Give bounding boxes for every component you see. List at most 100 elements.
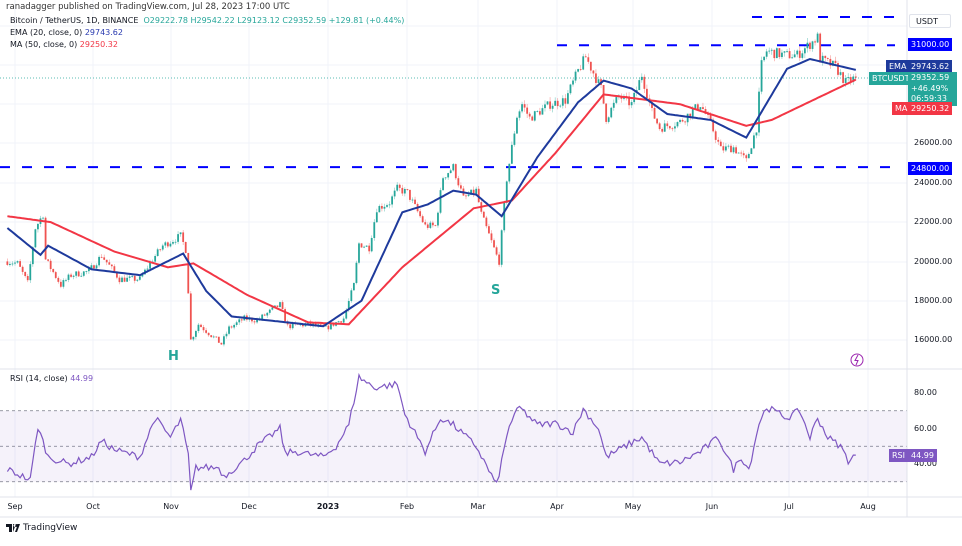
candle-body [786, 51, 788, 52]
price-tick: 24000.00 [914, 178, 953, 187]
candle-body [77, 271, 80, 277]
candle-body [200, 324, 202, 328]
candle-body [816, 33, 819, 43]
candle-body [510, 144, 513, 164]
candle-body [16, 261, 19, 263]
candle-body [704, 109, 707, 114]
candle-body [577, 69, 580, 72]
time-label: May [624, 502, 642, 511]
candle-body [24, 271, 27, 277]
candle-body [824, 55, 827, 59]
candle-body [740, 152, 743, 154]
candle-body [225, 333, 228, 337]
time-label: Oct [86, 502, 100, 511]
candle-body [347, 300, 350, 310]
candle-body [679, 119, 681, 123]
candle-body [551, 105, 554, 109]
candle-body [666, 123, 669, 127]
candle-body [263, 314, 266, 316]
candle-body [482, 211, 485, 218]
symbol-legend[interactable]: Bitcoin / TetherUS, 1D, BINANCE O29222.7… [10, 15, 404, 27]
candle-body [574, 71, 577, 81]
candle-body [612, 102, 615, 108]
price-tick: 18000.00 [914, 296, 953, 305]
candle-body [352, 282, 355, 291]
candle-body [276, 305, 279, 308]
candle-body [365, 245, 368, 247]
candle-body [108, 262, 111, 265]
candle-body [737, 152, 740, 154]
candle-body [707, 113, 709, 115]
candle-body [26, 276, 29, 281]
candle-body [467, 194, 470, 196]
candle-body [460, 185, 462, 189]
bar-countdown: 06:59:33 [911, 94, 947, 103]
candle-body [182, 232, 185, 242]
candle-body [342, 318, 345, 323]
tradingview-footer[interactable]: TradingView [6, 523, 77, 533]
candle-body [212, 336, 215, 338]
time-label: Sep [7, 502, 23, 511]
candle-body [646, 88, 648, 99]
candle-body [113, 266, 116, 272]
candle-body [653, 107, 656, 119]
candle-body [549, 101, 551, 109]
lightning-icon[interactable] [850, 353, 864, 367]
candle-body [6, 261, 9, 265]
candle-body [419, 211, 422, 217]
candle-body [103, 257, 106, 260]
ema-legend[interactable]: EMA (20, close, 0) 29743.62 [10, 27, 404, 39]
candle-body [179, 232, 182, 235]
rsi-legend-label: RSI (14, close) [10, 374, 68, 383]
candle-body [753, 135, 755, 149]
rsi-tick: 40.00 [914, 459, 937, 468]
candle-body [531, 116, 534, 121]
symbol-axis-tag: BTCUSDT [869, 72, 913, 85]
rsi-legend[interactable]: RSI (14, close) 44.99 [10, 374, 93, 383]
candle-body [279, 302, 281, 308]
level-24800-tag: 24800.00 [908, 162, 953, 175]
rsi-tick: 80.00 [914, 388, 937, 397]
candle-body [454, 164, 457, 179]
candle-body [289, 324, 292, 329]
ma-legend[interactable]: MA (50, close, 0) 29250.32 [10, 39, 404, 51]
candle-body [778, 48, 781, 58]
candle-body [370, 237, 373, 252]
candle-body [546, 101, 549, 105]
candle-body [85, 271, 88, 272]
candle-body [414, 199, 416, 204]
candle-body [475, 188, 478, 194]
candle-body [192, 336, 195, 340]
candle-body [202, 327, 205, 331]
ema20-line [6, 57, 857, 328]
candle-body [197, 324, 200, 332]
horizontal-levels[interactable] [0, 16, 895, 169]
candle-body [793, 54, 796, 58]
candle-body [19, 261, 21, 267]
candle-body [452, 164, 455, 171]
candle-body [834, 60, 837, 64]
candle-body [65, 279, 67, 281]
candle-body [220, 342, 223, 345]
candle-body [842, 72, 844, 83]
candle-body [403, 189, 406, 194]
candle-body [90, 265, 93, 269]
currency-button[interactable]: USDT [909, 14, 951, 28]
candle-body [21, 266, 24, 272]
head-annotation[interactable]: H [168, 349, 179, 364]
shoulder-annotation[interactable]: S [491, 283, 501, 298]
candle-body [128, 276, 131, 278]
candle-body [442, 178, 444, 191]
candle-body [661, 129, 664, 132]
candle-body [110, 264, 113, 267]
candle-body [47, 259, 50, 261]
candle-body [847, 77, 850, 79]
candle-body [82, 271, 85, 276]
candle-body [449, 170, 452, 174]
candle-body [319, 324, 322, 326]
candle-body [643, 76, 646, 89]
candle-body [495, 247, 498, 255]
candle-body [724, 146, 727, 151]
last-price-tag: 29352.59 +46.49% 06:59:33 [908, 72, 957, 106]
